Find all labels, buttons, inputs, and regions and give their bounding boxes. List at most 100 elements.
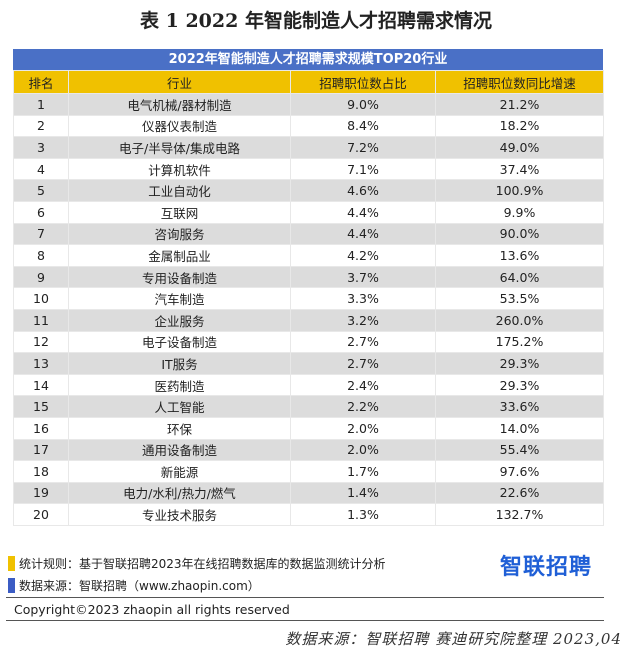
cell-rank: 16	[13, 416, 69, 440]
table-row: 20 专业技术服务 1.3% 132.7%	[13, 503, 604, 526]
cell-industry: 企业服务	[68, 308, 291, 332]
note-rule: 统计规则：基于智联招聘2023年在线招聘数据库的数据监测统计分析	[8, 554, 488, 572]
cell-rank: 18	[13, 460, 69, 483]
cell-rank: 5	[13, 179, 69, 202]
cell-share: 8.4%	[290, 114, 436, 138]
header-share: 招聘职位数占比	[290, 70, 436, 94]
cell-share: 4.2%	[290, 244, 436, 267]
cell-share: 3.2%	[290, 308, 436, 332]
table-body: 1 电气机械/器材制造 9.0% 21.2% 2 仪器仪表制造 8.4% 18.2% 3 电子/半…	[13, 93, 604, 526]
cell-growth: 55.4%	[435, 438, 604, 462]
cell-rank: 9	[13, 265, 69, 289]
header-industry: 行业	[68, 70, 291, 94]
cell-rank: 11	[13, 308, 69, 332]
cell-share: 1.3%	[290, 503, 436, 526]
cell-industry: 工业自动化	[68, 179, 291, 202]
cell-rank: 8	[13, 244, 69, 267]
cell-industry: 电力/水利/热力/燃气	[68, 481, 291, 505]
cell-rank: 15	[13, 395, 69, 418]
header-growth: 招聘职位数同比增速	[435, 70, 604, 94]
cell-industry: 仪器仪表制造	[68, 114, 291, 138]
cell-rank: 10	[13, 287, 69, 310]
cell-rank: 19	[13, 481, 69, 505]
page-title: 表 1 2022 年智能制造人才招聘需求情况	[140, 10, 492, 32]
cell-share: 2.4%	[290, 373, 436, 397]
cell-growth: 33.6%	[435, 395, 604, 418]
table-row: 9 专用设备制造 3.7% 64.0%	[13, 265, 604, 289]
table-row: 11 企业服务 3.2% 260.0%	[13, 308, 604, 332]
cell-share: 2.0%	[290, 416, 436, 440]
cell-industry: 专业技术服务	[68, 503, 291, 526]
cell-industry: 互联网	[68, 200, 291, 224]
cell-industry: 电子设备制造	[68, 330, 291, 354]
table-header-row: 排名 行业 招聘职位数占比 招聘职位数同比增速	[13, 70, 604, 94]
cell-growth: 13.6%	[435, 244, 604, 267]
cell-share: 1.4%	[290, 481, 436, 505]
cell-rank: 14	[13, 373, 69, 397]
data-table: 排名 行业 招聘职位数占比 招聘职位数同比增速 1 电气机械/器材制造 9.0% 21…	[13, 70, 604, 526]
footer-source: 数据来源：智联招聘 赛迪研究院整理 2023,04	[285, 630, 622, 648]
table-container: 2022年智能制造人才招聘需求规模TOP20行业 排名 行业 招聘职位数占比 招…	[13, 49, 604, 526]
cell-rank: 13	[13, 352, 69, 375]
cell-share: 2.2%	[290, 395, 436, 418]
table-row: 13 IT服务 2.7% 29.3%	[13, 352, 604, 375]
cell-industry: 人工智能	[68, 395, 291, 418]
note-rule-text: 统计规则：基于智联招聘2023年在线招聘数据库的数据监测统计分析	[19, 556, 386, 571]
table-row: 18 新能源 1.7% 97.6%	[13, 460, 604, 483]
blue-marker-icon	[8, 577, 15, 593]
cell-share: 7.2%	[290, 136, 436, 159]
cell-rank: 20	[13, 503, 69, 526]
cell-industry: 计算机软件	[68, 157, 291, 181]
cell-growth: 53.5%	[435, 287, 604, 310]
copyright: Copyright©2023 zhaopin all rights reserv…	[6, 597, 604, 621]
cell-growth: 21.2%	[435, 93, 604, 116]
table-banner: 2022年智能制造人才招聘需求规模TOP20行业	[13, 49, 603, 70]
cell-industry: 电子/半导体/集成电路	[68, 136, 291, 159]
cell-share: 4.4%	[290, 222, 436, 246]
cell-industry: 新能源	[68, 460, 291, 483]
cell-share: 3.3%	[290, 287, 436, 310]
cell-share: 7.1%	[290, 157, 436, 181]
cell-growth: 29.3%	[435, 352, 604, 375]
table-row: 2 仪器仪表制造 8.4% 18.2%	[13, 114, 604, 138]
cell-rank: 6	[13, 200, 69, 224]
yellow-marker-icon	[8, 555, 15, 571]
cell-growth: 29.3%	[435, 373, 604, 397]
cell-share: 4.4%	[290, 200, 436, 224]
cell-growth: 260.0%	[435, 308, 604, 332]
cell-share: 2.0%	[290, 438, 436, 462]
cell-rank: 7	[13, 222, 69, 246]
cell-growth: 49.0%	[435, 136, 604, 159]
cell-growth: 100.9%	[435, 179, 604, 202]
cell-rank: 2	[13, 114, 69, 138]
cell-rank: 1	[13, 93, 69, 116]
table-row: 5 工业自动化 4.6% 100.9%	[13, 179, 604, 202]
notes-block: 统计规则：基于智联招聘2023年在线招聘数据库的数据监测统计分析 数据来源：智联…	[8, 554, 488, 598]
cell-industry: 通用设备制造	[68, 438, 291, 462]
cell-industry: IT服务	[68, 352, 291, 375]
cell-growth: 37.4%	[435, 157, 604, 181]
cell-growth: 18.2%	[435, 114, 604, 138]
cell-growth: 90.0%	[435, 222, 604, 246]
table-row: 1 电气机械/器材制造 9.0% 21.2%	[13, 93, 604, 116]
cell-industry: 环保	[68, 416, 291, 440]
cell-industry: 咨询服务	[68, 222, 291, 246]
note-source: 数据来源：智联招聘（www.zhaopin.com）	[8, 576, 488, 594]
brand-logo: 智联招聘	[499, 555, 592, 580]
table-row: 3 电子/半导体/集成电路 7.2% 49.0%	[13, 136, 604, 159]
table-row: 16 环保 2.0% 14.0%	[13, 416, 604, 440]
cell-industry: 医药制造	[68, 373, 291, 397]
cell-growth: 9.9%	[435, 200, 604, 224]
table-row: 14 医药制造 2.4% 29.3%	[13, 373, 604, 397]
cell-rank: 17	[13, 438, 69, 462]
cell-growth: 64.0%	[435, 265, 604, 289]
cell-rank: 3	[13, 136, 69, 159]
note-source-text: 数据来源：智联招聘（www.zhaopin.com）	[19, 578, 260, 593]
cell-industry: 汽车制造	[68, 287, 291, 310]
cell-growth: 22.6%	[435, 481, 604, 505]
cell-share: 1.7%	[290, 460, 436, 483]
table-row: 6 互联网 4.4% 9.9%	[13, 200, 604, 224]
table-row: 4 计算机软件 7.1% 37.4%	[13, 157, 604, 181]
cell-share: 2.7%	[290, 330, 436, 354]
cell-growth: 175.2%	[435, 330, 604, 354]
